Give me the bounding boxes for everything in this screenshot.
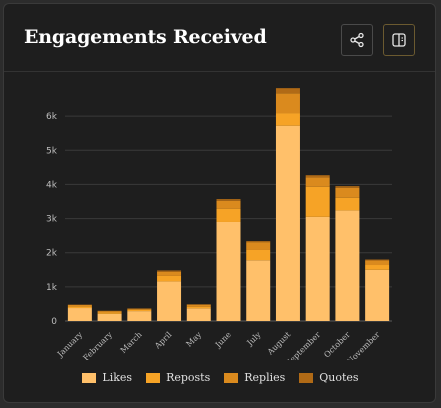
bar-likes-january[interactable]	[67, 308, 92, 321]
y-tick-label: 4k	[46, 180, 58, 190]
card-header: Engagements Received	[4, 4, 435, 72]
legend-swatch	[224, 372, 239, 383]
share-icon	[350, 32, 364, 48]
bar-reposts-october[interactable]	[335, 197, 360, 211]
bar-replies-january[interactable]	[67, 304, 92, 307]
bar-quotes-july[interactable]	[246, 241, 271, 243]
bar-reposts-april[interactable]	[157, 275, 182, 282]
x-tick-label: February	[81, 330, 114, 360]
y-tick-label: 3k	[46, 215, 58, 225]
legend-item-replies[interactable]: Replies	[224, 371, 285, 384]
y-tick-label: 5k	[46, 146, 58, 156]
x-tick-label: November	[345, 330, 381, 360]
bar-quotes-april[interactable]	[157, 270, 182, 272]
bar-likes-september[interactable]	[305, 216, 330, 321]
split-panel-icon	[392, 33, 406, 47]
chart-card: Engagements Received	[3, 3, 436, 403]
y-tick-label: 6k	[46, 112, 58, 122]
bar-likes-august[interactable]	[275, 125, 300, 322]
legend-item-reposts[interactable]: Reposts	[146, 371, 210, 384]
bar-quotes-november[interactable]	[365, 259, 390, 261]
bar-likes-april[interactable]	[157, 281, 182, 321]
bar-reposts-august[interactable]	[275, 113, 300, 126]
bar-likes-may[interactable]	[186, 308, 211, 321]
x-tick-label: June	[213, 330, 233, 350]
x-tick-label: May	[184, 330, 203, 349]
bar-quotes-october[interactable]	[335, 186, 360, 188]
legend-item-likes[interactable]: Likes	[82, 371, 132, 384]
bar-replies-november[interactable]	[365, 260, 390, 266]
bar-replies-april[interactable]	[157, 271, 182, 276]
bar-replies-october[interactable]	[335, 187, 360, 198]
legend-label: Replies	[244, 371, 286, 384]
bar-reposts-june[interactable]	[216, 208, 241, 222]
bar-reposts-january[interactable]	[67, 306, 92, 309]
x-tick-label: July	[245, 330, 263, 348]
split-panel-button[interactable]	[383, 24, 415, 56]
x-tick-label: March	[119, 330, 144, 355]
bar-likes-october[interactable]	[335, 210, 360, 321]
bar-replies-august[interactable]	[275, 93, 300, 114]
legend-swatch	[82, 372, 97, 383]
chart-legend: Likes Reposts Replies Quotes	[0, 371, 441, 384]
bar-replies-june[interactable]	[216, 200, 241, 209]
y-tick-label: 0	[51, 317, 57, 327]
bar-reposts-may[interactable]	[186, 306, 211, 309]
page-title: Engagements Received	[24, 26, 267, 48]
bar-likes-july[interactable]	[246, 260, 271, 321]
legend-label: Likes	[102, 371, 133, 384]
bar-quotes-june[interactable]	[216, 199, 241, 201]
share-button[interactable]	[341, 24, 373, 56]
legend-swatch	[146, 372, 161, 383]
legend-label: Quotes	[319, 371, 359, 384]
y-tick-label: 1k	[46, 283, 58, 293]
bar-replies-july[interactable]	[246, 242, 271, 250]
bar-reposts-september[interactable]	[305, 186, 330, 217]
bar-replies-march[interactable]	[127, 308, 152, 310]
bar-replies-may[interactable]	[186, 304, 211, 307]
x-tick-label: April	[152, 330, 173, 351]
bar-quotes-september[interactable]	[305, 175, 330, 178]
legend-label: Reposts	[166, 371, 211, 384]
bar-replies-february[interactable]	[97, 311, 122, 313]
x-tick-label: January	[55, 330, 85, 360]
bar-likes-february[interactable]	[97, 313, 122, 321]
bar-likes-november[interactable]	[365, 269, 390, 321]
x-tick-label: October	[322, 330, 352, 360]
bar-quotes-august[interactable]	[275, 88, 300, 94]
legend-swatch	[299, 372, 314, 383]
bar-reposts-february[interactable]	[97, 312, 122, 314]
bar-reposts-march[interactable]	[127, 309, 152, 312]
bar-likes-june[interactable]	[216, 221, 241, 321]
bar-reposts-november[interactable]	[365, 265, 390, 270]
bar-replies-september[interactable]	[305, 177, 330, 187]
x-tick-label: August	[265, 330, 293, 358]
bar-likes-march[interactable]	[127, 311, 152, 321]
legend-item-quotes[interactable]: Quotes	[299, 371, 359, 384]
y-tick-label: 2k	[46, 249, 58, 259]
bar-reposts-july[interactable]	[246, 249, 271, 261]
